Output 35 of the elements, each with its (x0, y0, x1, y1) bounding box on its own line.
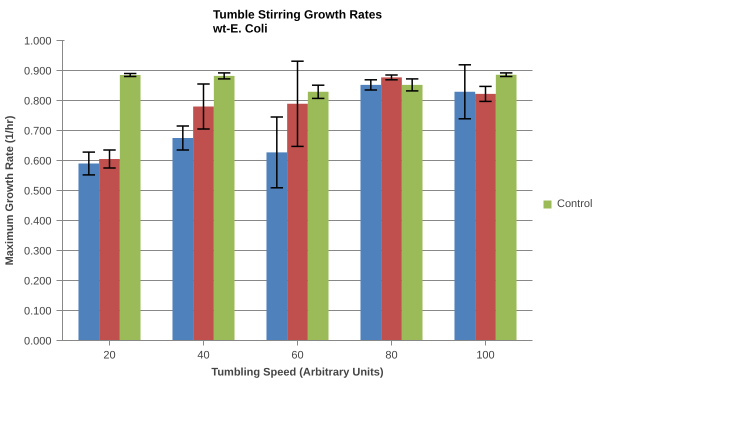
y-tick-label: 0.100 (24, 306, 52, 318)
y-tick-label: 0.000 (24, 336, 52, 348)
bar (172, 138, 194, 340)
y-tick-label: 0.400 (24, 216, 52, 228)
y-tick-label: 0.900 (24, 66, 52, 78)
x-axis-title: Tumbling Speed (Arbitrary Units) (211, 366, 384, 378)
bar (99, 159, 120, 340)
y-tick-label: 0.200 (24, 276, 52, 288)
y-tick-label: 0.500 (24, 186, 52, 198)
chart-title: Tumble Stirring Growth Rates wt-E. Coli (212, 8, 382, 36)
x-tick-label: 80 (385, 350, 398, 362)
y-tick-label: 1.000 (24, 36, 52, 48)
y-tick-label: 0.300 (24, 246, 52, 258)
x-tick-label: 40 (197, 350, 210, 362)
x-tick-label: 20 (103, 350, 116, 362)
bar (287, 104, 308, 340)
y-tick-label: 0.700 (24, 126, 52, 138)
legend-label: Control (557, 198, 594, 210)
bar (454, 92, 476, 340)
y-tick-label: 0.800 (24, 96, 52, 108)
bar (78, 164, 100, 340)
bar (120, 75, 141, 340)
bar (193, 106, 214, 340)
bar (266, 152, 288, 340)
bar (381, 77, 402, 340)
bar (496, 74, 517, 340)
bar (308, 92, 329, 340)
x-tick-label: 100 (476, 350, 495, 362)
bar (475, 94, 496, 340)
y-tick-label: 0.600 (24, 156, 52, 168)
bar (402, 84, 423, 340)
bar (214, 76, 235, 340)
x-tick-label: 60 (291, 350, 304, 362)
y-axis-title: Maximum Growth Rate (1/hr) (4, 115, 16, 266)
bar (360, 84, 382, 340)
